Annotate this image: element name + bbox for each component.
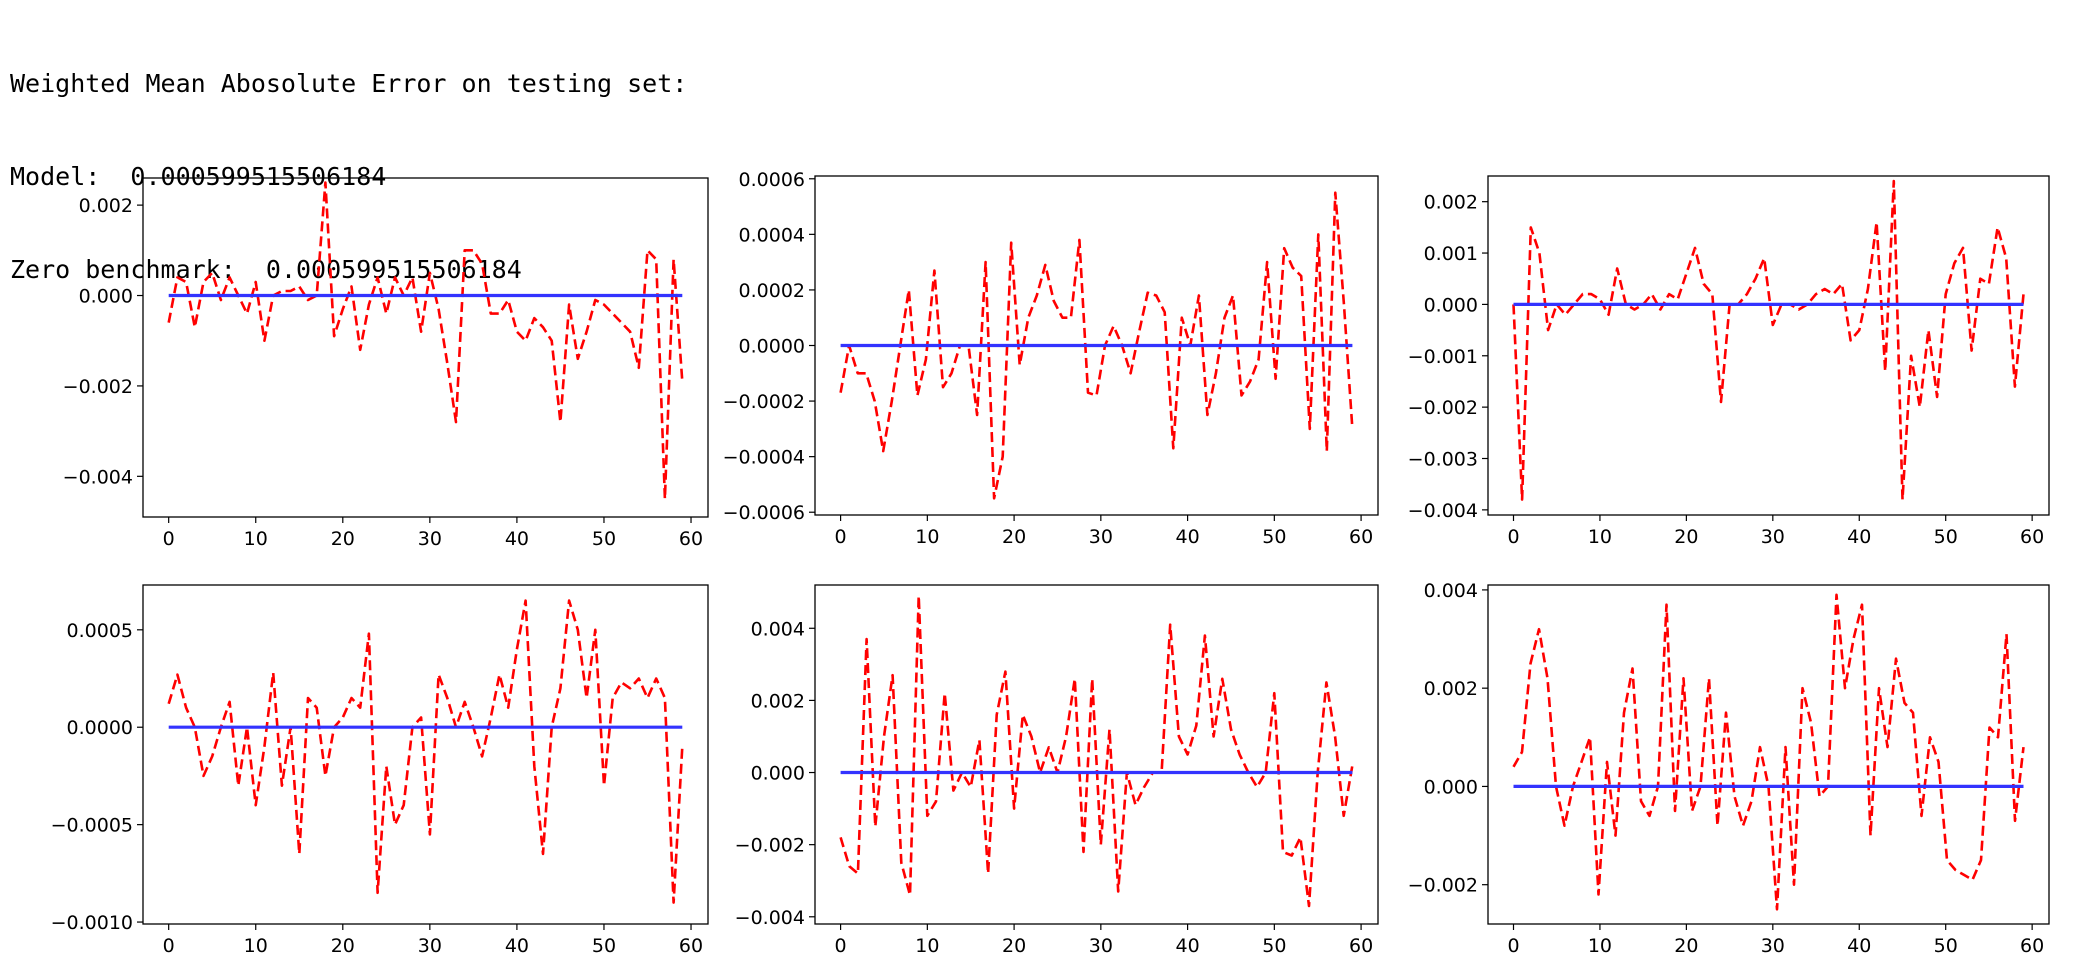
x-tick-label: 40 bbox=[1847, 526, 1871, 548]
y-tick-label: −0.0004 bbox=[723, 447, 805, 469]
subplot-4: 0 10 20 30 40 50 60 0.0005 0.0000 −0.0005 −0.0010 bbox=[51, 584, 709, 957]
axes-frame bbox=[1487, 584, 2050, 925]
x-tick-label: 0 bbox=[163, 528, 175, 550]
y-tick-label: 0.0006 bbox=[739, 169, 805, 191]
y-tick-label: −0.002 bbox=[63, 376, 133, 398]
x-tick-label: 60 bbox=[2020, 935, 2044, 957]
subplot-2: 0 10 20 30 40 50 60 0.0006 0.0004 0.0002 0.0000 −0.… bbox=[723, 169, 1379, 548]
prediction-error-line bbox=[167, 181, 684, 501]
y-tick-label: 0.000 bbox=[79, 286, 133, 308]
y-tick-label: 0.0005 bbox=[67, 620, 133, 642]
x-tick-label: 20 bbox=[331, 935, 355, 957]
y-tick-label: −0.004 bbox=[1408, 500, 1478, 522]
axes-frame bbox=[814, 584, 1379, 925]
y-tick-label: 0.0004 bbox=[739, 224, 805, 246]
y-tick-label: −0.0010 bbox=[51, 912, 133, 934]
x-tick-label: 0 bbox=[1507, 526, 1519, 548]
x-tick-label: 50 bbox=[592, 935, 616, 957]
y-tick-label: 0.0000 bbox=[739, 336, 805, 358]
x-tick-label: 30 bbox=[418, 935, 442, 957]
x-tick-label: 10 bbox=[915, 935, 939, 957]
y-tick-label: −0.001 bbox=[1408, 346, 1478, 368]
x-tick-label: 20 bbox=[1002, 526, 1026, 548]
prediction-error-line bbox=[839, 594, 1354, 908]
y-tick-label: −0.0005 bbox=[51, 815, 133, 837]
x-tick-label: 10 bbox=[244, 935, 268, 957]
y-tick-label: 0.002 bbox=[1424, 678, 1478, 700]
y-tick-label: 0.002 bbox=[751, 690, 805, 712]
x-tick-label: 40 bbox=[1175, 935, 1199, 957]
y-tick-label: 0.000 bbox=[1424, 776, 1478, 798]
x-tick-label: 50 bbox=[1262, 526, 1286, 548]
model-value: 0.000599515506184 bbox=[130, 162, 387, 191]
x-tick-label: 10 bbox=[1588, 935, 1612, 957]
axes-frame bbox=[142, 177, 709, 518]
x-tick-label: 10 bbox=[1588, 526, 1612, 548]
y-tick-label: 0.000 bbox=[751, 763, 805, 785]
x-tick-label: 10 bbox=[244, 528, 268, 550]
y-tick-label: −0.002 bbox=[1408, 875, 1478, 897]
x-tick-label: 40 bbox=[505, 935, 529, 957]
y-tick-label: 0.001 bbox=[1424, 243, 1478, 265]
x-tick-label: 30 bbox=[1761, 935, 1785, 957]
x-tick-label: 30 bbox=[1761, 526, 1785, 548]
subplot-5: 0 10 20 30 40 50 60 0.004 0.002 0.000 −0.002 −0.004 bbox=[735, 584, 1379, 957]
x-tick-label: 20 bbox=[331, 528, 355, 550]
axes-frame bbox=[1487, 175, 2050, 516]
y-tick-label: 0.004 bbox=[1424, 580, 1478, 602]
y-tick-label: 0.002 bbox=[1424, 192, 1478, 214]
y-tick-label: 0.002 bbox=[79, 195, 133, 217]
x-tick-label: 0 bbox=[163, 935, 175, 957]
y-tick-label: −0.003 bbox=[1408, 449, 1478, 471]
x-tick-label: 40 bbox=[505, 528, 529, 550]
x-tick-label: 30 bbox=[1089, 935, 1113, 957]
x-tick-label: 20 bbox=[1002, 935, 1026, 957]
y-tick-label: −0.004 bbox=[63, 466, 133, 488]
x-tick-label: 50 bbox=[1934, 935, 1958, 957]
y-tick-label: 0.004 bbox=[751, 618, 805, 640]
prediction-error-line bbox=[1512, 179, 2025, 501]
y-tick-label: −0.0006 bbox=[723, 502, 805, 524]
y-tick-label: −0.004 bbox=[735, 907, 805, 929]
x-tick-label: 60 bbox=[679, 528, 703, 550]
x-tick-label: 20 bbox=[1674, 526, 1698, 548]
x-tick-label: 30 bbox=[418, 528, 442, 550]
subplot-1: 0 10 20 30 40 50 60 0.002 0.000 −0.002 −0.004 bbox=[63, 177, 709, 550]
prediction-error-line bbox=[839, 191, 1354, 500]
x-tick-label: 40 bbox=[1847, 935, 1871, 957]
y-tick-label: 0.000 bbox=[1424, 294, 1478, 316]
x-tick-label: 60 bbox=[2020, 526, 2044, 548]
x-tick-label: 40 bbox=[1175, 526, 1199, 548]
x-tick-label: 0 bbox=[835, 935, 847, 957]
y-tick-label: 0.0002 bbox=[739, 280, 805, 302]
prediction-error-line bbox=[167, 599, 684, 904]
x-tick-label: 50 bbox=[1934, 526, 1958, 548]
x-tick-label: 50 bbox=[1262, 935, 1286, 957]
x-tick-label: 60 bbox=[1349, 526, 1373, 548]
console-output: Weighted Mean Abosolute Error on testing… bbox=[10, 6, 687, 316]
y-tick-label: 0.0000 bbox=[67, 717, 133, 739]
y-tick-label: −0.0002 bbox=[723, 391, 805, 413]
prediction-error-line bbox=[1512, 593, 2025, 911]
axes-frame bbox=[142, 584, 709, 925]
x-tick-label: 10 bbox=[915, 526, 939, 548]
zero-benchmark-label: Zero benchmark: bbox=[10, 255, 236, 284]
y-tick-label: −0.002 bbox=[1408, 397, 1478, 419]
y-tick-label: −0.002 bbox=[735, 835, 805, 857]
wmae-heading: Weighted Mean Abosolute Error on testing… bbox=[10, 69, 688, 98]
subplot-3: 0 10 20 30 40 50 60 0.002 0.001 0.000 −0.001 −0.002… bbox=[1408, 175, 2050, 548]
x-tick-label: 60 bbox=[679, 935, 703, 957]
x-tick-label: 20 bbox=[1674, 935, 1698, 957]
model-label: Model: bbox=[10, 162, 101, 191]
x-tick-label: 0 bbox=[1507, 935, 1519, 957]
subplot-6: 0 10 20 30 40 50 60 0.004 0.002 0.000 −0.002 bbox=[1408, 580, 2050, 957]
x-tick-label: 0 bbox=[835, 526, 847, 548]
x-tick-label: 60 bbox=[1349, 935, 1373, 957]
x-tick-label: 30 bbox=[1089, 526, 1113, 548]
model-line: Model: 0.000599515506184 bbox=[10, 161, 687, 192]
x-tick-label: 50 bbox=[592, 528, 616, 550]
